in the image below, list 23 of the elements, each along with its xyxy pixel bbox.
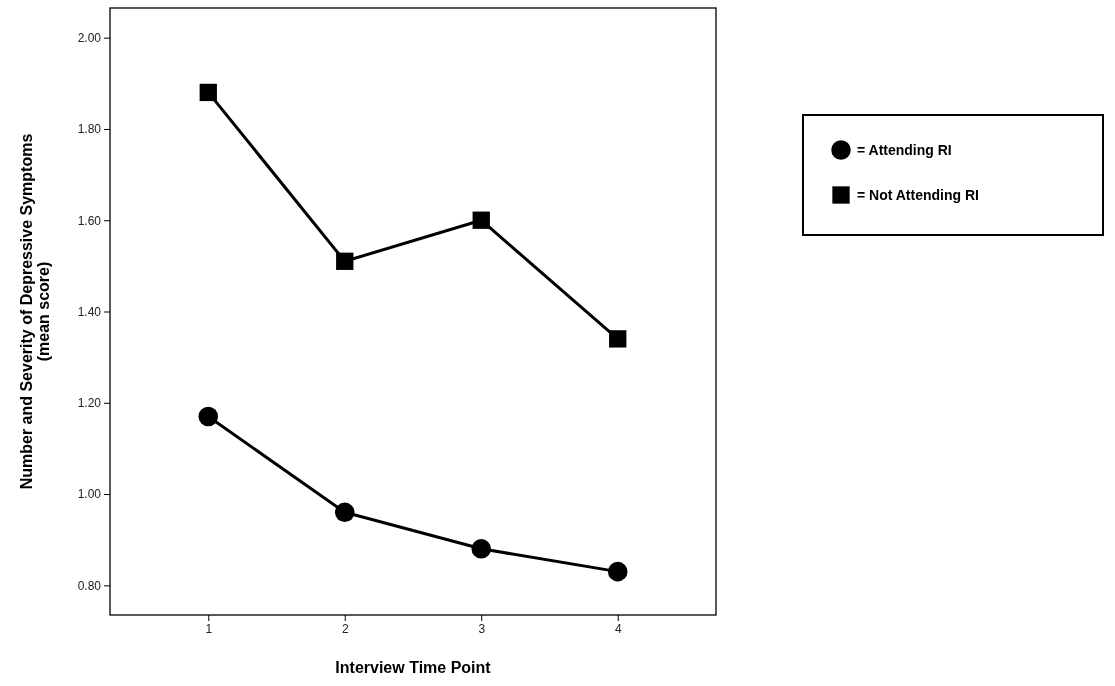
x-axis-title: Interview Time Point [335, 659, 492, 676]
x-tick-label: 1 [205, 621, 213, 636]
y-tick-label: 1.20 [77, 396, 102, 411]
point [334, 502, 355, 523]
x-tick-label: 2 [341, 621, 349, 636]
legend-label: = Attending RI [857, 142, 952, 158]
y-tick-label: 1.80 [77, 122, 102, 137]
point [471, 539, 492, 559]
y-tick-label: 0.80 [77, 578, 102, 593]
point [609, 330, 627, 348]
point [199, 83, 217, 102]
y-tick-label: 2.00 [77, 31, 102, 46]
y-tick-label: 1.60 [77, 213, 102, 228]
y-axis-title: Number and Severity of Depressive Symptoms (mean score) [18, 133, 52, 490]
y-tick-label: 1.40 [77, 304, 102, 319]
x-tick-label: 4 [614, 621, 622, 636]
y-tick-label: 1.00 [77, 487, 102, 502]
point [198, 406, 219, 427]
point [472, 211, 490, 229]
point [607, 561, 628, 582]
point [336, 252, 354, 270]
legend-label: = Not Attending RI [857, 187, 979, 203]
x-tick-label: 3 [478, 621, 486, 636]
